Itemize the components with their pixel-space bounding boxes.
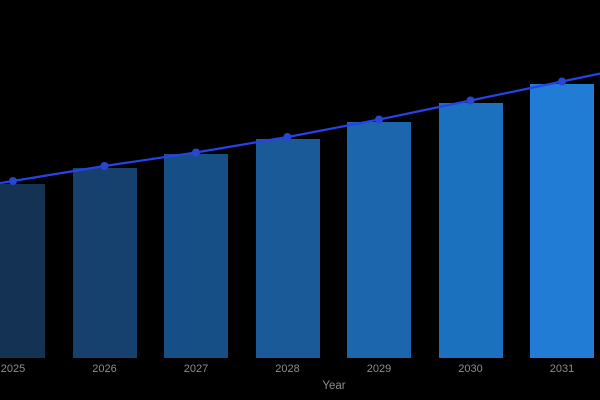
- x-tick-2031: 2031: [549, 363, 575, 375]
- bar-2030: [438, 103, 503, 358]
- bar-2031: [530, 84, 594, 358]
- x-tick-2026: 2026: [92, 363, 117, 375]
- x-tick-2027: 2027: [183, 363, 209, 375]
- x-tick-2025: 2025: [0, 363, 26, 375]
- bar-2028: [255, 139, 320, 358]
- bar-2025: [0, 183, 45, 358]
- bar-2026: [72, 168, 137, 358]
- bar-2029: [347, 122, 411, 358]
- bar-2027: [164, 154, 228, 358]
- x-tick-2030: 2030: [458, 363, 483, 375]
- x-tick-2028: 2028: [275, 363, 300, 375]
- x-tick-2029: 2029: [366, 363, 392, 375]
- x-axis-title: Year: [322, 380, 346, 392]
